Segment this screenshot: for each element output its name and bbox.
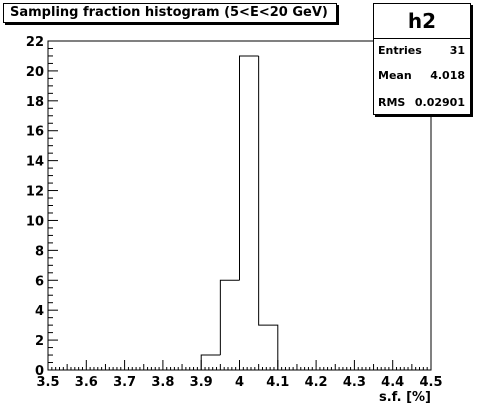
x-axis-title: s.f. [%] [379, 390, 431, 405]
histogram-bin [239, 55, 259, 281]
stats-row-mean: Mean 4.018 [378, 68, 465, 84]
stats-entries-label: Entries [378, 44, 422, 57]
y-tick-label: 14 [26, 155, 44, 170]
tick-labels: 3.5 3.6 3.7 3.8 3.9 4 4.1 4.2 4.3 4.4 4.5 0 2 4 6 8 10 12… [26, 35, 443, 390]
y-tick-label: 20 [26, 65, 44, 80]
x-tick-label: 3.5 [36, 375, 59, 390]
histogram-bins [200, 55, 279, 370]
stats-rms-label: RMS [378, 96, 406, 109]
x-tick-label: 4.4 [381, 375, 404, 390]
stats-rms-value: 0.02901 [414, 96, 465, 109]
y-tick-label: 18 [26, 95, 44, 110]
stats-mean-value: 4.018 [430, 69, 465, 82]
stats-box: h2 Entries 31 Mean 4.018 RMS 0.02901 [373, 3, 471, 115]
stats-divider [374, 38, 470, 39]
x-tick-label: 4 [235, 375, 244, 390]
y-tick-label: 6 [35, 274, 44, 289]
histogram-bin [258, 55, 279, 370]
stats-entries-value: 31 [449, 44, 465, 57]
stats-row-entries: Entries 31 [378, 43, 465, 59]
stats-row-rms: RMS 0.02901 [378, 95, 465, 111]
y-tick-label: 2 [35, 334, 44, 349]
y-tick-label: 8 [35, 244, 44, 259]
y-tick-label: 12 [26, 185, 44, 200]
x-tick-label: 4.3 [343, 375, 366, 390]
x-tick-label: 4.5 [419, 375, 442, 390]
chart-title: Sampling fraction histogram (5<E<20 GeV) [3, 3, 337, 23]
x-tick-label: 4.1 [266, 375, 289, 390]
y-tick-label: 4 [35, 304, 44, 319]
y-tick-label: 16 [26, 125, 44, 140]
x-tick-label: 3.9 [190, 375, 213, 390]
x-tick-label: 4.2 [305, 375, 328, 390]
x-tick-label: 3.8 [151, 375, 174, 390]
x-tick-label: 3.7 [113, 375, 136, 390]
histogram-name: h2 [407, 9, 437, 33]
y-tick-label: 0 [35, 364, 44, 379]
axis-ticks [47, 40, 432, 371]
stats-mean-label: Mean [378, 69, 412, 82]
x-tick-label: 3.6 [75, 375, 98, 390]
histogram-bin [200, 354, 221, 370]
y-tick-label: 10 [26, 214, 44, 229]
histogram-bin [219, 279, 240, 356]
y-tick-label: 22 [26, 35, 44, 50]
